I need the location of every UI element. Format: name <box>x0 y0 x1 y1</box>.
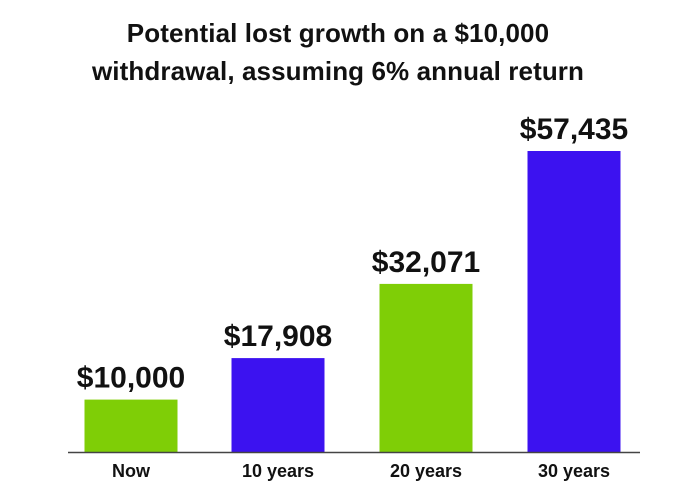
value-label: $17,908 <box>224 320 332 353</box>
value-label: $32,071 <box>372 246 480 279</box>
x-tick-label: Now <box>112 461 151 481</box>
chart-title: Potential lost growth on a $10,000 withd… <box>0 14 676 90</box>
value-label: $10,000 <box>77 362 185 395</box>
x-tick-label: 30 years <box>538 461 610 481</box>
bar-10-years <box>231 358 325 452</box>
value-label: $57,435 <box>520 113 628 146</box>
bar-30-years <box>527 151 621 452</box>
value-labels-group: $10,000 $17,908 $32,071 $57,435 <box>77 113 628 395</box>
chart-title-line-1: Potential lost growth on a $10,000 <box>126 18 550 48</box>
x-tick-label: 10 years <box>242 461 314 481</box>
x-tick-labels-group: Now 10 years 20 years 30 years <box>112 461 610 481</box>
bar-now <box>84 399 178 452</box>
bar-20-years <box>379 283 473 452</box>
x-tick-label: 20 years <box>390 461 462 481</box>
chart-title-line-2: withdrawal, assuming 6% annual return <box>91 56 585 86</box>
bars-group <box>84 151 621 452</box>
